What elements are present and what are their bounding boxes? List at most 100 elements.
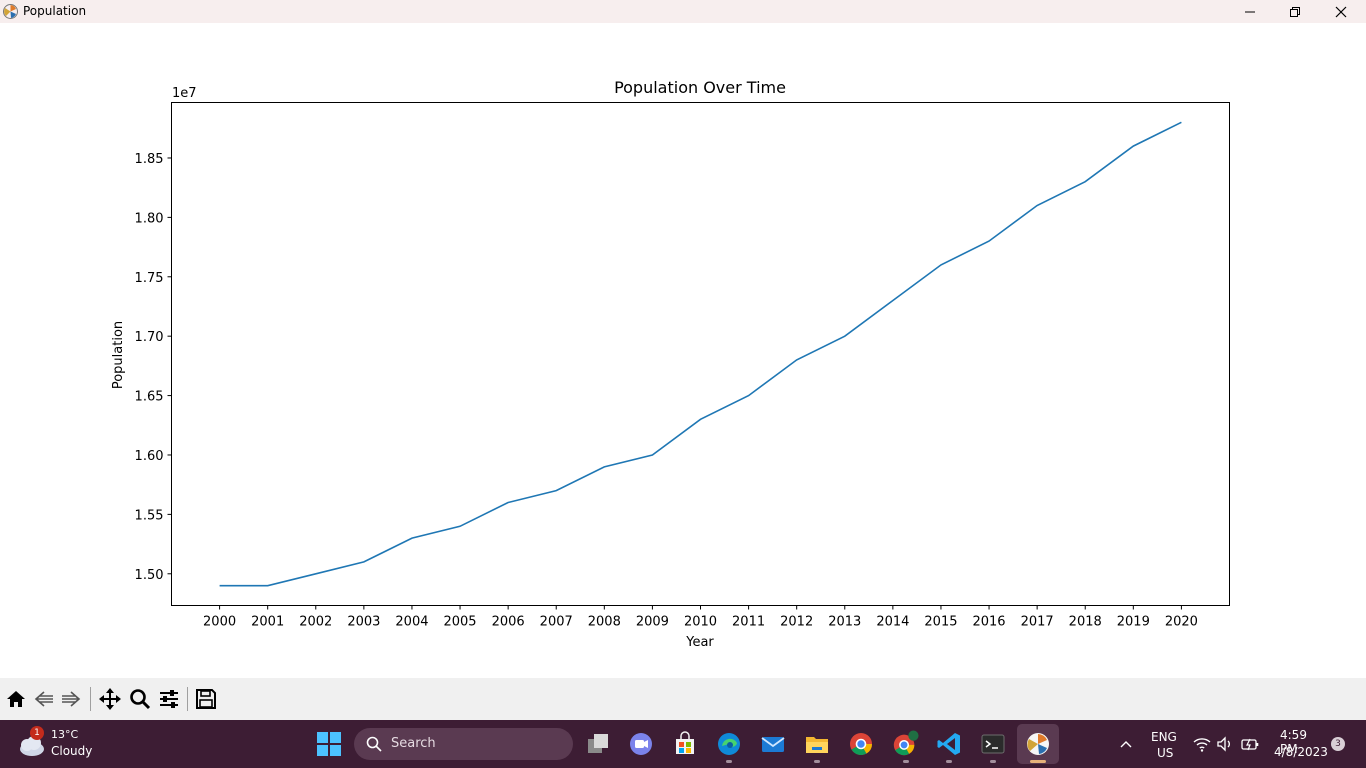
windows-start-icon [317,732,341,756]
zoom-icon [130,689,151,710]
running-indicator [990,760,996,763]
configure-subplots-button[interactable] [156,686,182,712]
x-tick-label: 2004 [395,615,428,630]
x-tick-label: 2012 [780,615,813,630]
microsoft-store-button[interactable] [671,730,699,758]
teams-chat-button[interactable] [627,730,655,758]
home-button[interactable] [3,686,29,712]
mail-icon [761,737,785,752]
running-indicator [814,760,820,763]
y-offset-label: 1e7 [172,86,197,101]
x-axis-label: Year [685,635,714,650]
pan-button[interactable] [97,686,123,712]
running-indicator [946,760,952,763]
configure-subplots-icon [160,690,178,708]
terminal-button[interactable] [979,730,1007,758]
active-indicator [1030,760,1046,763]
population-series-line [219,121,1182,587]
x-tick-label: 2001 [251,615,284,630]
y-axis-ticks: 1.50 1.55 1.60 1.65 1.70 1.75 1.80 1.85 [135,152,172,583]
x-tick-label: 2005 [443,615,476,630]
chrome-profile-icon [893,730,919,756]
figure-canvas[interactable]: Population Over Time 1e7 2000 2001 2002 200… [0,23,1366,678]
pan-icon [99,688,121,710]
notification-badge[interactable]: 3 [1331,737,1345,751]
restore-icon [1290,6,1300,17]
navigation-toolbar [0,678,1366,720]
language-indicator[interactable]: ENG US [1146,728,1182,762]
x-tick-label: 2002 [299,615,332,630]
x-tick-label: 2006 [492,615,525,630]
file-explorer-button[interactable] [803,730,831,758]
save-button[interactable] [193,686,219,712]
x-tick-label: 2014 [876,615,909,630]
start-button[interactable] [315,730,343,758]
task-view-icon [588,734,608,753]
vscode-icon [937,733,960,755]
matplotlib-app-icon [3,4,18,19]
line-chart: Population Over Time 1e7 2000 2001 2002 200… [111,78,1230,650]
running-indicator [726,760,732,763]
x-tick-label: 2016 [972,615,1005,630]
x-tick-label: 2019 [1117,615,1150,630]
y-tick-label: 1.80 [135,211,164,226]
chart-title: Population Over Time [614,78,786,97]
y-tick-label: 1.50 [135,568,164,583]
notification-count: 3 [1335,739,1341,749]
running-indicator [903,760,909,763]
minimize-icon [1245,11,1255,12]
chrome-profile-button[interactable] [891,730,919,758]
matplotlib-icon [1027,733,1049,755]
show-hidden-icons-button[interactable] [1112,730,1140,758]
search-placeholder: Search [391,736,436,751]
y-axis-label: Population [111,321,126,389]
chevron-up-icon [1120,741,1132,748]
weather-temperature: 13°C [51,728,79,741]
clock[interactable]: 4:59 PM 4/8/2023 [1268,726,1328,762]
home-icon [7,691,25,707]
minimize-button[interactable] [1227,0,1273,23]
region-code: US [1157,746,1174,760]
mail-button[interactable] [759,730,787,758]
y-tick-label: 1.60 [135,449,164,464]
matplotlib-task-button[interactable] [1024,730,1052,758]
y-tick-label: 1.70 [135,330,164,345]
plot-frame [171,102,1230,606]
taskbar-pinned-apps: ENG US 4:59 PM 4/8/2023 3 [0,720,1366,768]
x-tick-label: 2020 [1165,615,1198,630]
language-code: ENG [1151,730,1177,744]
restore-button[interactable] [1272,0,1318,23]
volume-icon[interactable] [1216,736,1234,752]
x-tick-label: 2010 [684,615,717,630]
wifi-icon[interactable] [1193,736,1211,752]
close-button[interactable] [1318,0,1364,23]
x-tick-label: 2009 [636,615,669,630]
x-tick-label: 2011 [732,615,765,630]
weather-widget[interactable]: 1 13°C Cloudy [14,726,94,762]
forward-button[interactable] [58,686,84,712]
task-view-button[interactable] [584,730,612,758]
close-icon [1335,6,1347,17]
x-tick-label: 2008 [588,615,621,630]
y-tick-label: 1.75 [135,271,164,286]
y-tick-label: 1.85 [135,152,164,167]
back-button[interactable] [31,686,57,712]
weather-badge: 1 [30,726,44,740]
folder-icon [806,737,828,753]
vscode-button[interactable] [935,730,963,758]
weather-badge-count: 1 [34,728,40,738]
weather-condition: Cloudy [51,744,93,758]
clock-time: 4:59 PM [1280,728,1307,756]
window-titlebar: Population [0,0,1366,23]
battery-icon[interactable] [1241,736,1259,752]
edge-browser-button[interactable] [715,730,743,758]
toolbar-separator [187,687,188,711]
edge-browser-icon [718,733,740,755]
zoom-button[interactable] [127,686,153,712]
x-tick-label: 2003 [347,615,380,630]
taskbar-search-box[interactable]: Search [354,728,573,760]
x-tick-label: 2000 [203,615,236,630]
chrome-button[interactable] [847,730,875,758]
teams-chat-icon [630,733,652,755]
clock-date: 4/8/2023 [1274,745,1328,759]
